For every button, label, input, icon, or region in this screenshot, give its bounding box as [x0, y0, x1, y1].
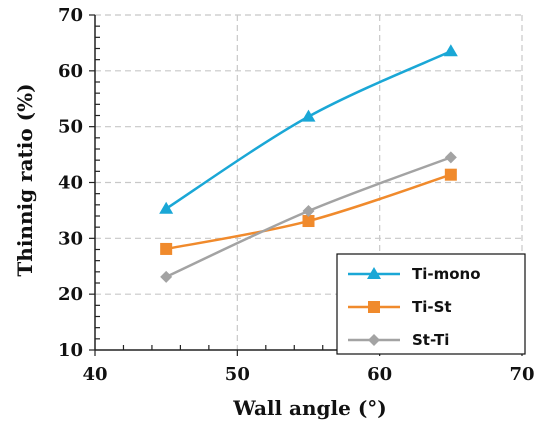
legend-label: St-Ti	[412, 331, 449, 349]
grid-lines	[95, 14, 523, 350]
data-point-ti-mono	[159, 201, 174, 214]
legend: Ti-mono Ti-St St-Ti	[336, 253, 526, 355]
data-point-ti-st	[302, 215, 315, 228]
x-tick-label: 60	[367, 364, 392, 385]
data-point-ti-st	[444, 168, 457, 181]
data-point-st-ti	[160, 270, 173, 283]
x-axis-title: Wall angle (°)	[232, 396, 387, 420]
tick-labels: 10 20 30 40 50 60 70 40 50 60 70	[58, 5, 535, 385]
y-tick-label: 40	[58, 173, 83, 194]
data-point-ti-st	[160, 242, 173, 255]
legend-marker	[368, 301, 380, 313]
x-tick-label: 40	[82, 364, 107, 385]
data-point-ti-mono	[443, 44, 458, 57]
data-point-ti-mono	[301, 109, 316, 122]
y-tick-label: 50	[58, 117, 83, 138]
y-tick-label: 10	[58, 340, 83, 361]
legend-marker	[367, 267, 381, 279]
legend-label: Ti-St	[412, 298, 452, 316]
data-point-st-ti	[444, 151, 457, 164]
x-tick-label: 70	[509, 364, 534, 385]
y-axis-title: Thinnig ratio (%)	[13, 83, 37, 276]
legend-label: Ti-mono	[412, 265, 481, 283]
data-point-st-ti	[302, 204, 315, 217]
legend-marker	[368, 334, 380, 346]
y-tick-label: 20	[58, 284, 83, 305]
y-tick-label: 30	[58, 228, 83, 249]
series-group	[159, 44, 458, 283]
x-tick-label: 50	[225, 364, 250, 385]
y-tick-label: 60	[58, 61, 83, 82]
series-line-ti-mono	[165, 50, 452, 210]
legend-box	[336, 253, 526, 355]
y-tick-label: 70	[58, 5, 83, 26]
